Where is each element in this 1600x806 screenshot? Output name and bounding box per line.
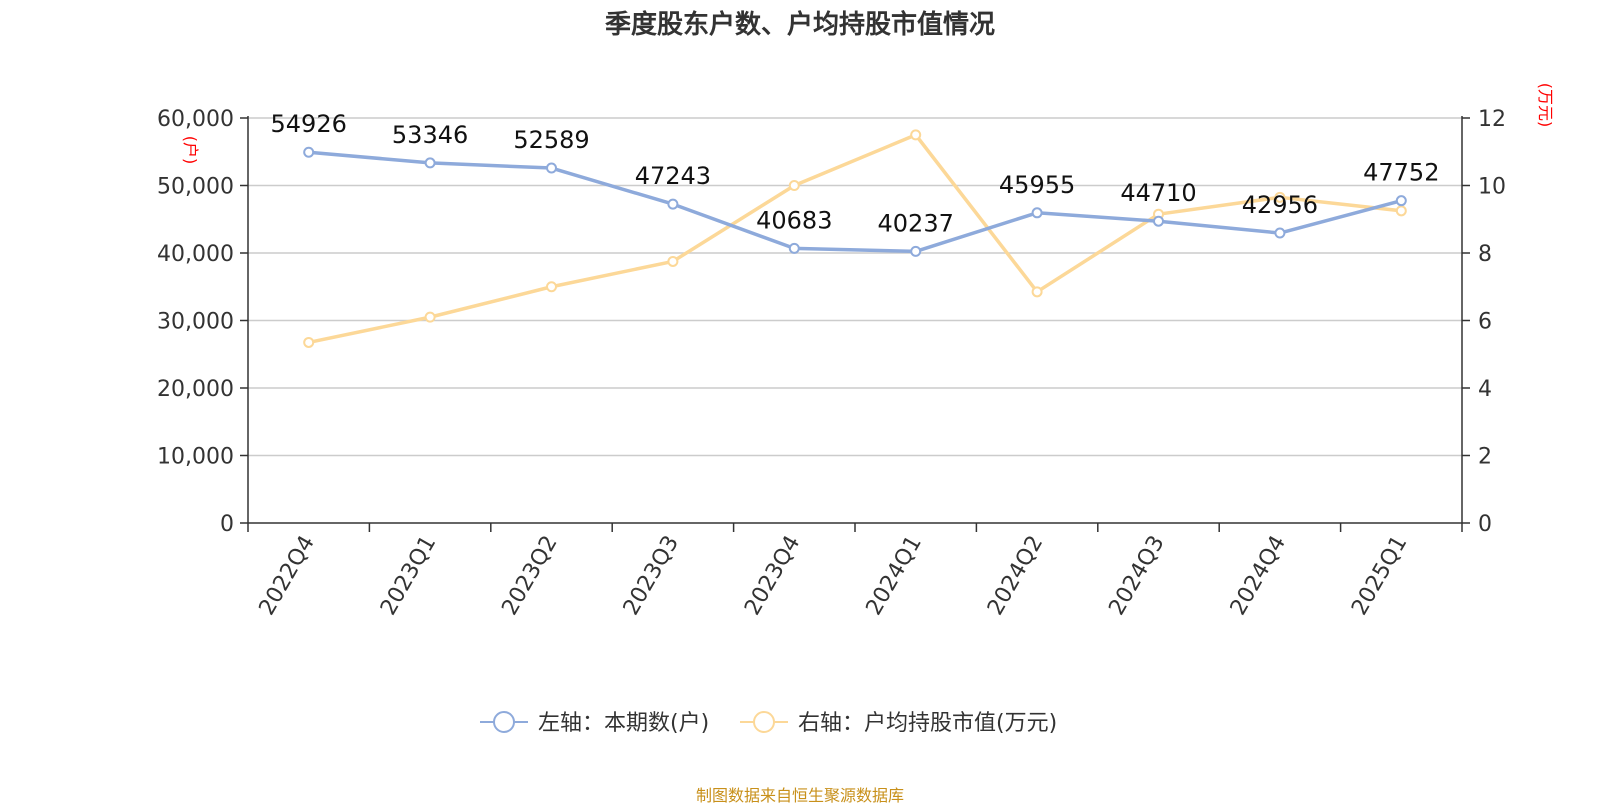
data-label: 42956 [1242,191,1318,219]
x-tick-label: 2024Q3 [1104,532,1169,620]
data-label: 40683 [756,206,832,234]
source-note: 制图数据来自恒生聚源数据库 [695,786,904,805]
data-point-left [1153,215,1164,227]
data-point-left [667,198,679,210]
series-layer [303,129,1407,348]
x-tick-label: 2023Q1 [376,532,441,620]
right-tick-label: 12 [1478,107,1506,132]
data-point-right [1031,286,1043,298]
axis-units: (户) (万元) [181,83,1555,165]
legend-label: 左轴：本期数(户) [538,711,709,736]
right-tick-label: 10 [1478,175,1506,200]
x-tick-label: 2024Q2 [983,532,1048,620]
data-point-left [303,146,315,158]
legend-item: 右轴：户均持股市值(万元) [740,711,1057,736]
right-axis-ticks: 0 2 4 6 8 10 12 [1462,107,1506,537]
data-point-left [546,162,557,174]
data-labels: 54926 53346 52589 47243 40683 40237 45955 44710… [271,110,1440,237]
data-label: 54926 [271,110,347,138]
data-point-left [910,245,922,257]
x-tick-label: 2024Q4 [1226,532,1291,620]
series-line-right [308,133,1402,345]
legend-item: 左轴：本期数(户) [480,711,709,736]
right-tick-label: 0 [1478,512,1492,537]
left-tick-label: 50,000 [157,175,234,200]
left-axis-ticks: 0 10,000 20,000 30,000 40,000 50,000 60,000 [157,107,248,537]
data-label: 45955 [999,171,1075,199]
x-tick-label: 2025Q1 [1347,532,1412,620]
left-axis-unit: (户) [181,136,200,165]
data-label: 52589 [513,126,589,154]
series-line-left [308,150,1402,254]
data-point-right [910,129,922,141]
data-point-right [667,255,679,267]
data-point-right [788,180,800,191]
x-axis-ticks: 2022Q4 2023Q1 2023Q2 2023Q3 2023Q4 2024Q1 2024… [247,523,1463,620]
data-point-left [1031,207,1043,219]
x-tick-label: 2023Q3 [619,532,684,620]
x-tick-label: 2023Q4 [740,532,805,620]
right-tick-label: 8 [1478,242,1492,267]
data-point-left [1274,227,1286,239]
legend-label: 右轴：户均持股市值(万元) [798,711,1057,736]
data-point-left [424,157,436,169]
data-label: 40237 [878,209,954,237]
data-point-left [1395,195,1407,207]
right-tick-label: 2 [1478,445,1492,470]
right-tick-label: 4 [1478,377,1492,402]
gridlines [248,117,1462,457]
left-tick-label: 30,000 [157,310,234,335]
chart-title: 季度股东户数、户均持股市值情况 [604,10,995,40]
legend: 左轴：本期数(户) 右轴：户均持股市值(万元) [480,711,1057,736]
data-point-right [424,311,436,323]
data-point-left [788,242,800,254]
data-label: 44710 [1120,179,1196,207]
legend-marker [753,711,775,733]
data-point-right [1395,205,1407,217]
legend-marker [493,711,515,733]
left-tick-label: 0 [220,512,234,537]
left-tick-label: 60,000 [157,107,234,132]
left-tick-label: 40,000 [157,242,234,267]
data-label: 47243 [635,162,711,190]
x-tick-label: 2022Q4 [255,532,320,620]
right-tick-label: 6 [1478,310,1492,335]
x-tick-label: 2023Q2 [497,532,562,620]
left-tick-label: 10,000 [157,445,234,470]
data-point-right [303,336,315,348]
right-axis-unit: (万元) [1536,83,1555,128]
data-point-right [546,281,557,293]
data-point-right [1274,191,1286,203]
left-tick-label: 20,000 [157,377,234,402]
x-tick-label: 2024Q1 [862,532,927,620]
data-label: 47752 [1363,159,1439,187]
data-label: 53346 [392,121,468,149]
